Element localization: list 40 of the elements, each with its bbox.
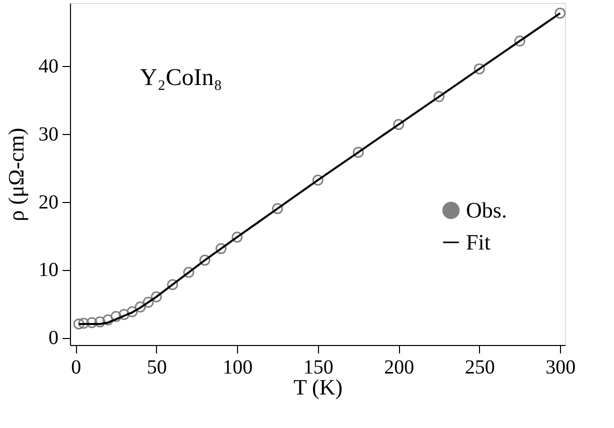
point xyxy=(150,291,162,302)
point xyxy=(554,8,566,19)
point xyxy=(110,311,122,322)
y-tick-label: 40 xyxy=(38,56,58,78)
legend-label: Obs. xyxy=(466,197,507,222)
point xyxy=(216,243,226,254)
x-tick-label: 200 xyxy=(384,356,414,378)
legend-label: Fit xyxy=(466,229,490,254)
x-tick-label: 300 xyxy=(546,356,576,378)
point xyxy=(142,296,154,308)
x-tick-label: 50 xyxy=(146,356,167,378)
point xyxy=(86,317,98,328)
point xyxy=(352,146,364,158)
point xyxy=(199,254,210,266)
point xyxy=(393,118,404,130)
line-series xyxy=(78,12,562,325)
y-tick-label: 10 xyxy=(38,259,58,282)
x-tick-label: 0 xyxy=(71,356,82,378)
y-tick-label: 20 xyxy=(38,191,58,214)
point xyxy=(118,308,130,320)
x-tick-label: 100 xyxy=(222,356,253,378)
point xyxy=(272,203,284,214)
y-tick-label: 0 xyxy=(48,327,58,350)
point xyxy=(474,63,485,74)
point xyxy=(434,91,445,102)
point xyxy=(232,232,243,243)
point xyxy=(94,316,106,328)
point xyxy=(167,279,178,290)
point xyxy=(78,318,90,329)
y-tick-label: 30 xyxy=(38,123,58,146)
point xyxy=(134,302,146,312)
y-axis-title: ρ (μΩ-cm) xyxy=(4,128,28,222)
point xyxy=(102,314,114,326)
point xyxy=(183,266,194,278)
point xyxy=(73,318,84,330)
point xyxy=(126,306,138,318)
point xyxy=(312,174,324,186)
annotation: Y₂CoIn₈ xyxy=(140,65,222,91)
x-tick-label: 250 xyxy=(464,356,495,378)
point xyxy=(514,36,526,46)
